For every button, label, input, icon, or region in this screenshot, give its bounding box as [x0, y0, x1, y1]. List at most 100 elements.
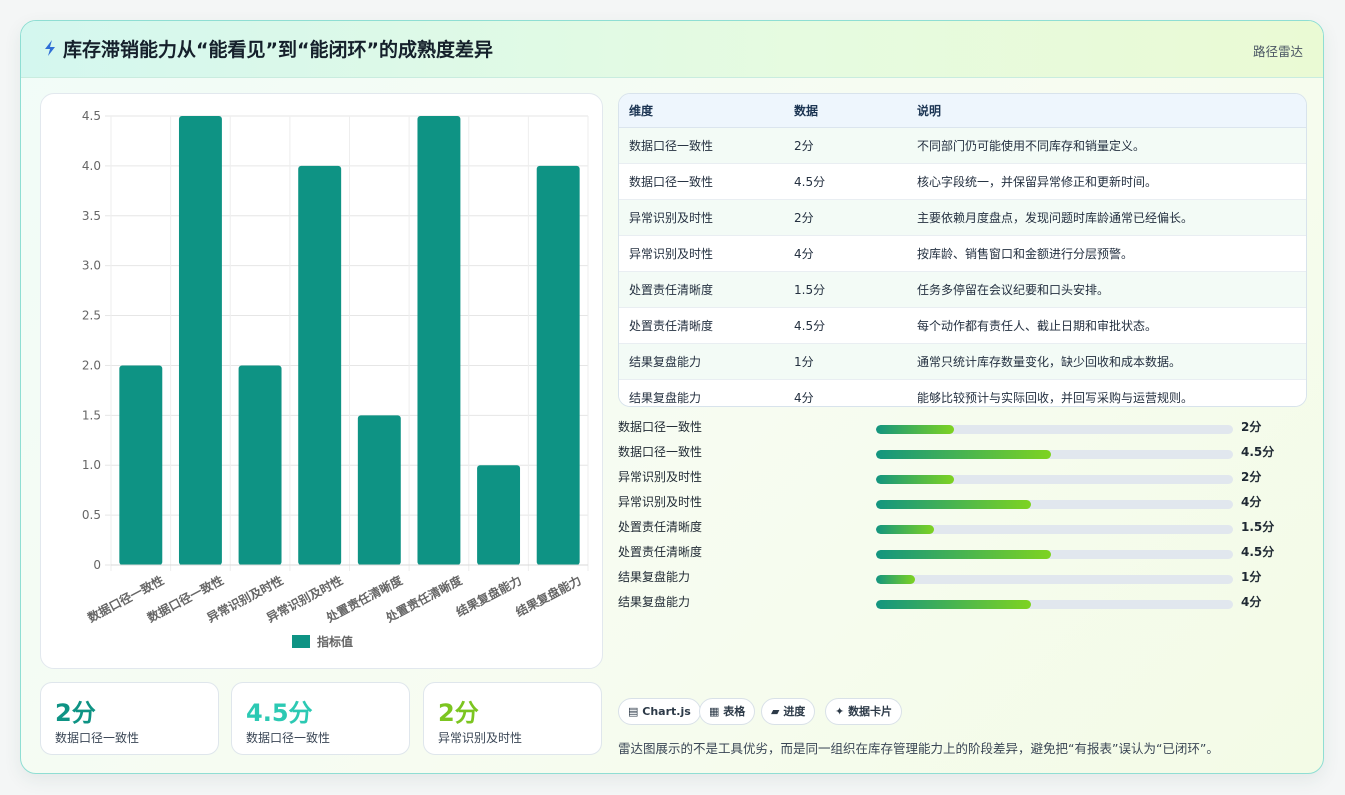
- table-row: 数据口径一致性 4.5分 核心字段统一，并保留异常修正和更新时间。: [619, 163, 1306, 200]
- chip-table[interactable]: ▦ 表格: [699, 698, 756, 725]
- cell-description: 核心字段统一，并保留异常修正和更新时间。: [907, 163, 1306, 200]
- stat-label: 数据口径一致性: [55, 731, 140, 745]
- chip-label: 进度: [783, 705, 806, 718]
- progress-row: 数据口径一致性 2分: [618, 417, 1298, 442]
- footnote: 雷达图展示的不是工具优劣，而是同一组织在库存管理能力上的阶段差异，避免把“有报表…: [618, 741, 1219, 756]
- bar: [536, 165, 580, 565]
- y-tick-label: 0: [93, 558, 101, 572]
- progress-icon: ▰: [771, 705, 780, 718]
- progress-list: 数据口径一致性 2分 数据口径一致性 4.5分 异常识别及时性 2分 异常识别及时性 4分 处置…: [618, 417, 1298, 617]
- table-row: 异常识别及时性 4分 按库龄、销售窗口和金额进行分层预警。: [619, 235, 1306, 272]
- legend-swatch: [292, 635, 310, 648]
- progress-label: 处置责任清晰度: [618, 545, 703, 559]
- bar-chart-panel: 0 0.5 1.0 1.5 2.0 2.5 3.0 3.5 4.0 4.5 数据口径一致性 数据口径一…: [40, 93, 603, 669]
- progress-fill: [876, 575, 915, 584]
- bar: [298, 165, 342, 565]
- progress-row: 数据口径一致性 4.5分: [618, 442, 1298, 467]
- header-tag: 路径雷达: [1252, 44, 1303, 59]
- page-title: 库存滞销能力从“能看见”到“能闭环”的成熟度差异: [63, 39, 493, 61]
- bar: [417, 116, 461, 565]
- y-tick-label: 3.0: [82, 259, 101, 273]
- cell-description: 任务多停留在会议纪要和口头安排。: [907, 271, 1306, 308]
- progress-label: 异常识别及时性: [618, 495, 703, 509]
- progress-fill: [876, 475, 954, 484]
- bar: [178, 116, 222, 565]
- progress-fill: [876, 600, 1032, 609]
- progress-value: 2分: [1241, 420, 1262, 434]
- stat-value: 4.5分: [246, 699, 313, 727]
- cell-dimension: 数据口径一致性: [619, 127, 784, 164]
- cell-dimension: 处置责任清晰度: [619, 307, 784, 344]
- cell-dimension: 处置责任清晰度: [619, 271, 784, 308]
- sparkle-icon: ✦: [835, 705, 845, 718]
- cell-description: 按库龄、销售窗口和金额进行分层预警。: [907, 235, 1306, 272]
- table-row: 结果复盘能力 1分 通常只统计库存数量变化，缺少回收和成本数据。: [619, 343, 1306, 380]
- progress-fill: [876, 450, 1051, 459]
- bar: [119, 365, 163, 565]
- progress-track: [876, 550, 1233, 559]
- table-header-row: 维度 数据 说明: [619, 94, 1306, 128]
- chip-data-card[interactable]: ✦ 数据卡片: [825, 698, 903, 725]
- cell-description: 主要依赖月度盘点，发现问题时库龄通常已经偏长。: [907, 199, 1306, 236]
- cell-data: 2分: [784, 199, 907, 236]
- progress-track: [876, 450, 1233, 459]
- data-table-panel: 维度 数据 说明 数据口径一致性 2分 不同部门仍可能使用不同库存和销量定义。 数据口…: [618, 93, 1307, 407]
- progress-fill: [876, 525, 935, 534]
- progress-row: 异常识别及时性 2分: [618, 467, 1298, 492]
- progress-label: 结果复盘能力: [618, 570, 691, 584]
- table-row: 异常识别及时性 2分 主要依赖月度盘点，发现问题时库龄通常已经偏长。: [619, 199, 1306, 236]
- y-tick-label: 4.0: [82, 159, 101, 173]
- cell-dimension: 异常识别及时性: [619, 235, 784, 272]
- stat-label: 异常识别及时性: [438, 731, 523, 745]
- progress-row: 异常识别及时性 4分: [618, 492, 1298, 517]
- chip-chartjs[interactable]: ▤ Chart.js: [618, 698, 701, 725]
- progress-row: 结果复盘能力 1分: [618, 567, 1298, 592]
- y-tick-label: 2.5: [82, 309, 101, 323]
- bar: [238, 365, 282, 565]
- y-tick-label: 0.5: [82, 508, 101, 522]
- progress-value: 1.5分: [1241, 520, 1275, 534]
- cell-description: 通常只统计库存数量变化，缺少回收和成本数据。: [907, 343, 1306, 380]
- cell-data: 4分: [784, 379, 907, 406]
- data-table: 维度 数据 说明 数据口径一致性 2分 不同部门仍可能使用不同库存和销量定义。 数据口…: [619, 94, 1306, 406]
- stat-card-2: 4.5分 数据口径一致性: [231, 682, 410, 755]
- chip-label: Chart.js: [642, 705, 691, 718]
- progress-value: 4分: [1241, 595, 1262, 609]
- cell-description: 能够比较预计与实际回收，并回写采购与运营规则。: [907, 379, 1306, 406]
- chip-progress[interactable]: ▰ 进度: [761, 698, 816, 725]
- progress-row: 处置责任清晰度 4.5分: [618, 542, 1298, 567]
- progress-value: 4.5分: [1241, 445, 1275, 459]
- table-row: 处置责任清晰度 4.5分 每个动作都有责任人、截止日期和审批状态。: [619, 307, 1306, 344]
- progress-track: [876, 525, 1233, 534]
- cell-data: 2分: [784, 127, 907, 164]
- chip-label: 数据卡片: [848, 705, 893, 718]
- progress-fill: [876, 425, 954, 434]
- cell-description: 不同部门仍可能使用不同库存和销量定义。: [907, 127, 1306, 164]
- bar: [357, 415, 401, 565]
- dashboard-card: 库存滞销能力从“能看见”到“能闭环”的成熟度差异 路径雷达 0 0.5 1.0 1.5…: [20, 20, 1324, 774]
- progress-track: [876, 500, 1233, 509]
- cell-description: 每个动作都有责任人、截止日期和审批状态。: [907, 307, 1306, 344]
- progress-track: [876, 475, 1233, 484]
- y-tick-label: 1.0: [82, 458, 101, 472]
- cell-data: 4分: [784, 235, 907, 272]
- progress-track: [876, 425, 1233, 434]
- progress-label: 异常识别及时性: [618, 470, 703, 484]
- chip-label: 表格: [723, 705, 746, 718]
- progress-fill: [876, 500, 1032, 509]
- progress-label: 数据口径一致性: [618, 445, 703, 459]
- cell-data: 4.5分: [784, 163, 907, 200]
- legend-label: 指标值: [317, 634, 353, 649]
- table-row: 数据口径一致性 2分 不同部门仍可能使用不同库存和销量定义。: [619, 127, 1306, 164]
- column-header-description: 说明: [907, 94, 1306, 128]
- progress-value: 4分: [1241, 495, 1262, 509]
- stat-value: 2分: [55, 699, 96, 727]
- y-tick-label: 2.0: [82, 358, 101, 372]
- stat-card-3: 2分 异常识别及时性: [423, 682, 602, 755]
- cell-data: 4.5分: [784, 307, 907, 344]
- progress-row: 处置责任清晰度 1.5分: [618, 517, 1298, 542]
- y-tick-label: 4.5: [82, 109, 101, 123]
- y-tick-label: 3.5: [82, 209, 101, 223]
- progress-value: 4.5分: [1241, 545, 1275, 559]
- bar-chart: 00.51.01.52.02.53.03.54.04.5数据口径一致性数据口径一…: [82, 109, 589, 649]
